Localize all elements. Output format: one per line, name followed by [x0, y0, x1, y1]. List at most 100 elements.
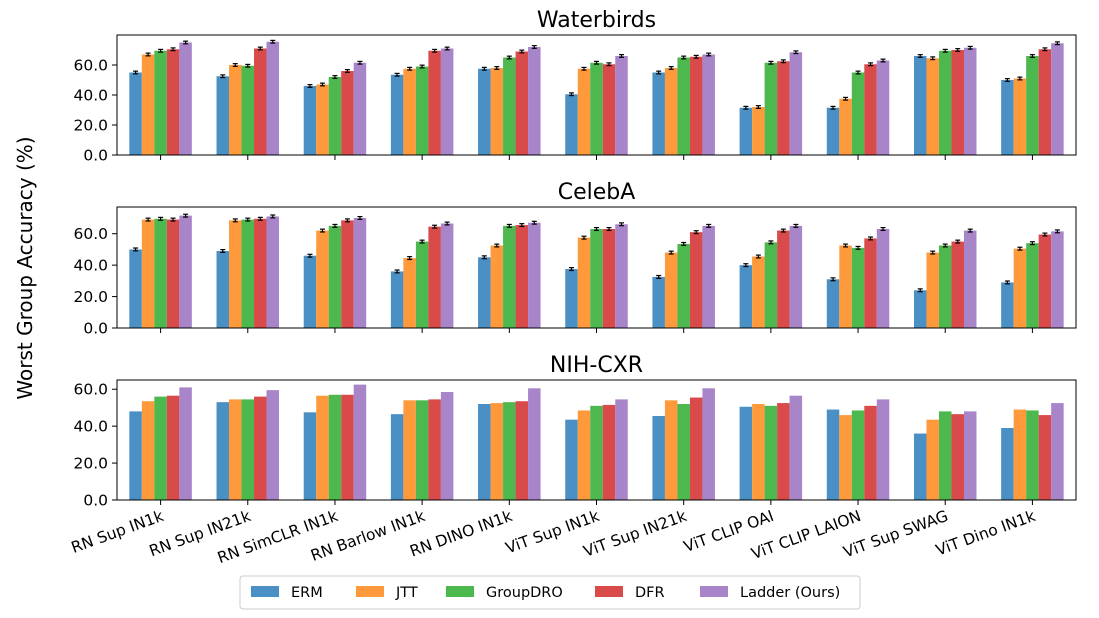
bar: [926, 58, 939, 155]
bar: [577, 68, 591, 155]
legend-item: DFR: [595, 585, 665, 601]
y-tick-label: 40.0: [73, 87, 108, 105]
bar: [951, 414, 964, 500]
y-tick-label: 40.0: [73, 257, 108, 275]
bar: [951, 241, 964, 328]
bar: [129, 411, 142, 500]
bar: [602, 404, 616, 500]
bar: [602, 229, 616, 328]
y-tick-label: 60.0: [73, 381, 108, 399]
bar: [764, 62, 778, 155]
bar: [752, 256, 765, 328]
bar: [490, 245, 504, 328]
bar: [702, 225, 715, 328]
y-tick-label: 20.0: [73, 455, 108, 473]
bar: [528, 388, 541, 500]
legend-swatch: [356, 586, 384, 597]
bar: [490, 403, 504, 500]
bar: [777, 61, 790, 155]
bar: [864, 64, 877, 155]
chart-panel: CelebA 0.0 20.0 40.0 60.0: [73, 180, 1077, 338]
bar: [851, 410, 865, 500]
bar: [266, 216, 280, 328]
legend-label: Ladder (Ours): [740, 585, 840, 601]
bar: [478, 257, 491, 328]
legend-item: Ladder (Ours): [700, 585, 840, 601]
bar: [826, 279, 840, 328]
bar: [229, 399, 242, 500]
bar: [789, 52, 803, 155]
plot-frame: [116, 34, 1077, 156]
bar: [764, 242, 778, 328]
bar: [963, 47, 977, 155]
bar: [316, 230, 329, 328]
bar: [353, 218, 367, 328]
bar: [913, 290, 927, 328]
bar: [428, 399, 441, 500]
bar: [963, 411, 977, 500]
bar: [515, 225, 529, 328]
bar: [677, 404, 690, 500]
y-tick-label: 0.0: [83, 492, 108, 510]
bar: [565, 269, 578, 328]
bar: [577, 410, 591, 500]
bar: [752, 107, 765, 155]
bar: [229, 220, 242, 328]
bar: [515, 401, 529, 500]
bar: [403, 400, 416, 500]
bar: [528, 47, 541, 155]
bar: [826, 409, 840, 500]
bar: [615, 56, 628, 155]
bar: [1038, 415, 1052, 500]
bar: [415, 241, 429, 328]
bar: [1026, 56, 1039, 155]
bar: [615, 224, 628, 328]
bar: [839, 415, 852, 500]
bar: [266, 41, 280, 155]
bar: [353, 384, 367, 500]
bar: [141, 401, 155, 500]
bar: [490, 68, 504, 155]
bar: [1013, 248, 1027, 328]
bar: [913, 56, 927, 155]
bar: [241, 65, 255, 155]
bar: [415, 400, 429, 500]
bar: [652, 72, 665, 155]
bar: [353, 62, 367, 155]
bar: [216, 402, 230, 500]
bar: [777, 230, 790, 328]
plot-frame: [116, 206, 1077, 329]
bar: [503, 402, 516, 500]
bar: [876, 60, 890, 155]
bar: [154, 396, 167, 500]
y-tick-label: 40.0: [73, 418, 108, 436]
chart-title: CelebA: [558, 180, 636, 205]
y-tick-label: 0.0: [83, 147, 108, 165]
bar: [951, 50, 964, 155]
bar: [1013, 78, 1027, 155]
bar: [1051, 231, 1064, 328]
bar: [390, 414, 404, 500]
bar: [590, 405, 603, 500]
bar: [702, 388, 715, 500]
bar: [528, 222, 541, 328]
legend-label: DFR: [635, 585, 665, 601]
bar: [328, 77, 342, 155]
bar: [316, 84, 329, 155]
legend-swatch: [700, 586, 728, 597]
bar: [565, 419, 578, 500]
bar: [341, 220, 354, 328]
bar: [739, 406, 753, 500]
bar: [478, 404, 491, 500]
bar: [403, 258, 416, 328]
bar: [926, 419, 939, 500]
bar: [241, 399, 255, 500]
bar: [689, 397, 703, 500]
chart-panels: Waterbirds 0.0 20.0 40.0 60.0 CelebA 0.0 20.0 40…: [69, 8, 1077, 567]
bar: [602, 64, 616, 155]
bar: [789, 225, 803, 328]
bar: [664, 252, 678, 328]
bar: [677, 243, 690, 328]
bar: [777, 403, 790, 500]
